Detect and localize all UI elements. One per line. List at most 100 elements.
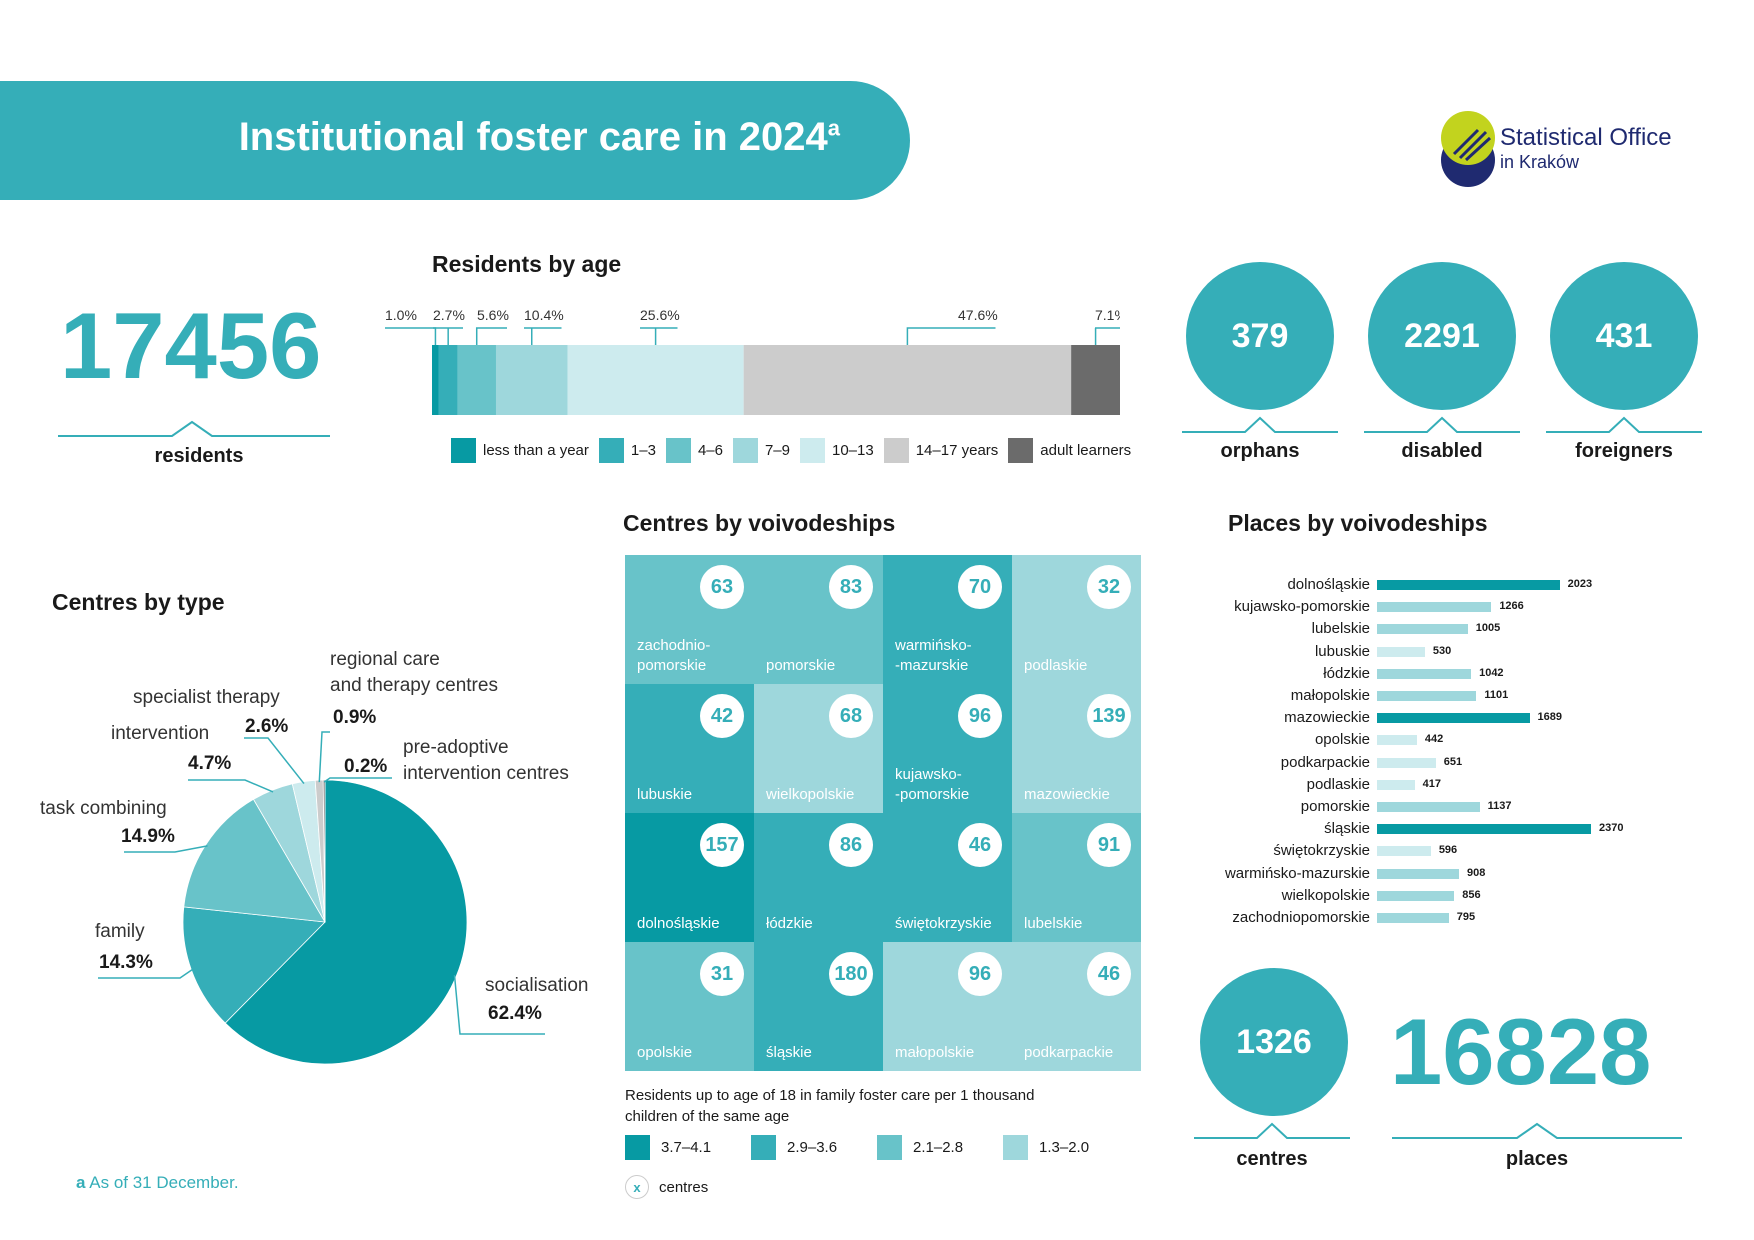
- places-value: 651: [1443, 755, 1463, 768]
- cell-voivodeship-label: wielkopolskie: [766, 785, 854, 805]
- voivodeship-cell: 46 podkarpackie: [1012, 942, 1141, 1071]
- grid-legend-item: 3.7–4.1: [625, 1135, 711, 1160]
- places-bar: [1377, 602, 1492, 613]
- age-bar-label: 2.7%: [433, 307, 465, 323]
- page-title: Institutional foster care in 2024a: [238, 115, 840, 159]
- places-value: 2023: [1567, 578, 1593, 590]
- places-value: 1266: [1499, 600, 1524, 613]
- age-legend-label: 10–13: [832, 442, 874, 459]
- age-legend-swatch: [883, 438, 909, 463]
- places-bar: [1377, 624, 1468, 635]
- cell-voivodeship-line-1: lubuskie: [637, 786, 693, 803]
- places-row: łódzkie 1042: [1170, 664, 1650, 684]
- age-legend-swatch: [800, 438, 825, 463]
- places-bar: [1377, 713, 1530, 724]
- cell-voivodeship-line-2: -pomorskie: [895, 786, 970, 803]
- cell-centres-value: 86: [829, 823, 873, 867]
- cell-voivodeship-line-1: małopolskie: [895, 1044, 975, 1061]
- pie-slice-value: 0.9%: [333, 707, 377, 728]
- places-category-label: łódzkie: [1323, 664, 1370, 682]
- stat-label: orphans: [1220, 440, 1300, 462]
- places-bar: [1377, 824, 1591, 835]
- pie-slice-value: 2.6%: [245, 716, 289, 737]
- pie-chart-title: Centres by type: [52, 589, 225, 615]
- cell-voivodeship-line-1: wielkopolskie: [766, 786, 855, 803]
- grid-legend-title-1: Residents up to age of 18 in family fost…: [625, 1087, 1035, 1104]
- voivodeship-cell: 139 mazowieckie: [1012, 684, 1141, 813]
- age-stacked-bar-chart: 1.0% 2.7% 5.6% 10.4% 25.6% 47.6% 7.1%: [385, 307, 1120, 415]
- places-bar: [1377, 868, 1459, 879]
- cell-centres-value: 157: [700, 823, 744, 867]
- residents-value: 17456: [60, 293, 322, 398]
- footnote-text: As of 31 December.: [85, 1173, 239, 1192]
- age-bar-label: 10.4%: [524, 307, 564, 323]
- cell-voivodeship-label: kujawsko- -pomorskie: [895, 765, 969, 805]
- places-category-label: zachodniopomorskie: [1232, 909, 1370, 926]
- places-bar: [1377, 757, 1436, 768]
- places-row: wielkopolskie 856: [1170, 886, 1650, 906]
- pie-slice: [322, 779, 326, 923]
- centres-total-circle: 1326: [1200, 968, 1348, 1116]
- stat-label: disabled: [1401, 440, 1483, 462]
- places-category-label: podlaskie: [1306, 775, 1370, 793]
- stat-underline-icon: [1182, 416, 1338, 433]
- grid-legend-swatch: [625, 1135, 650, 1160]
- age-bar-segment: [743, 345, 1072, 415]
- places-row: lubuskie 530: [1170, 642, 1650, 662]
- logo-line-1: Statistical Office: [1500, 124, 1672, 151]
- pie-leader: [323, 777, 392, 783]
- voivodeship-cell: 46 świętokrzyskie: [883, 813, 1012, 942]
- places-value: 1101: [1484, 689, 1509, 701]
- places-value: 530: [1432, 644, 1452, 657]
- cell-voivodeship-label: lubuskie: [637, 785, 692, 805]
- places-row: warmińsko-mazurskie 908: [1170, 864, 1650, 884]
- places-value: 1137: [1487, 800, 1512, 812]
- age-bar-segment: [457, 345, 496, 415]
- age-legend-label: 7–9: [764, 442, 790, 459]
- stat-circle: 2291: [1368, 262, 1516, 410]
- stat-circle: 379: [1186, 262, 1334, 410]
- pie-slice: [224, 779, 468, 1065]
- places-category-label: lubelskie: [1311, 620, 1370, 638]
- age-bar-leader: [906, 327, 996, 345]
- places-value: 1689: [1537, 711, 1562, 724]
- age-legend: less than a year 1–3 4–6 7–9 10–13 14–17 year…: [451, 438, 1131, 463]
- cell-voivodeship-line-2: pomorskie: [637, 657, 707, 674]
- places-category-label: lubuskie: [1314, 642, 1370, 660]
- places-value: 417: [1422, 777, 1441, 790]
- residents-underline-icon: [58, 420, 330, 437]
- pie-leader: [318, 731, 330, 783]
- cell-voivodeship-label: śląskie: [766, 1043, 812, 1063]
- age-bar-leader: [385, 327, 437, 345]
- pie-slice-name: task combining: [40, 798, 167, 819]
- places-category-label: pomorskie: [1300, 798, 1370, 815]
- stat-circle: 431: [1550, 262, 1698, 410]
- pie-slice-value: 62.4%: [488, 1003, 542, 1024]
- age-legend-item: adult learners: [1008, 438, 1131, 463]
- cell-centres-value: 46: [958, 823, 1002, 867]
- centres-type-pie-chart: [98, 731, 545, 1065]
- places-row: zachodniopomorskie 795: [1170, 908, 1650, 928]
- age-bar-segment: [495, 345, 568, 415]
- places-bar: [1377, 668, 1472, 679]
- places-value: 856: [1462, 888, 1481, 901]
- pie-slice-value: 14.9%: [121, 826, 175, 847]
- places-row: lubelskie 1005: [1170, 619, 1650, 639]
- places-total-label: places: [1505, 1148, 1569, 1170]
- places-value: 596: [1438, 844, 1458, 857]
- voivodeship-cell: 70 warmińsko- -mazurskie: [883, 555, 1012, 684]
- cell-voivodeship-line-2: -mazurskie: [895, 657, 969, 674]
- cell-voivodeship-label: małopolskie: [895, 1043, 974, 1063]
- grid-legend-label: 2.9–3.6: [787, 1139, 838, 1156]
- age-bar-label: 1.0%: [385, 307, 417, 323]
- logo: Statistical Office in Kraków: [1430, 108, 1690, 190]
- cell-voivodeship-label: dolnośląskie: [637, 914, 720, 934]
- voivodeship-cell: 96 małopolskie: [883, 942, 1012, 1071]
- pie-slice-name: family: [95, 921, 145, 942]
- places-bar: [1377, 890, 1455, 901]
- stat-underline-icon: [1546, 416, 1702, 433]
- pie-label-preadoptive-1: pre-adoptive: [403, 737, 509, 758]
- cell-centres-value: 68: [829, 694, 873, 738]
- places-row: pomorskie 1137: [1170, 797, 1650, 817]
- cell-voivodeship-line-1: warmińsko-: [895, 637, 972, 654]
